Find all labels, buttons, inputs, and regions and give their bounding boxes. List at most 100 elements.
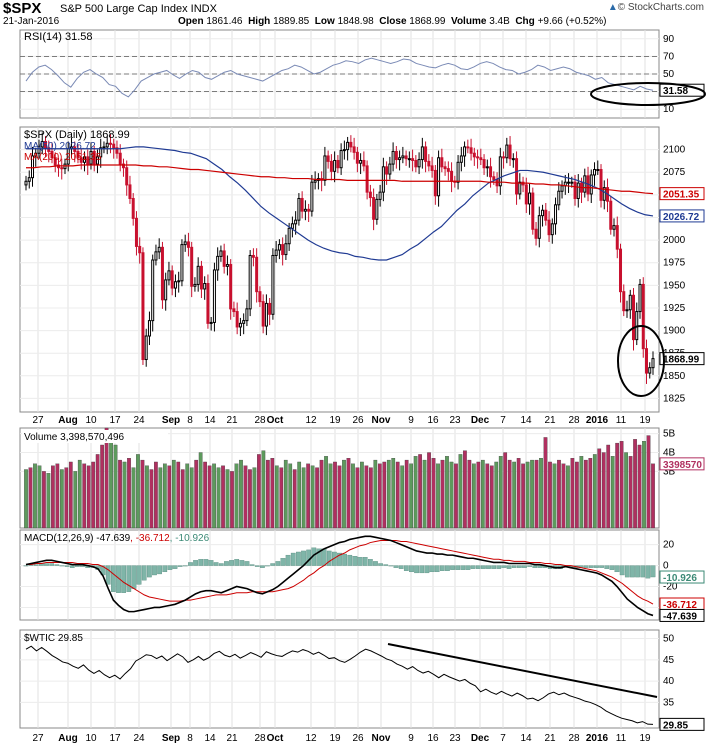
candle-body — [417, 159, 421, 168]
ma200-last-label: 2051.35 — [663, 190, 700, 201]
macd-histogram-bar — [398, 565, 404, 569]
volume-bar — [248, 469, 252, 529]
x-tick-label-bottom: 7 — [500, 733, 506, 744]
macd-histogram-bar — [162, 565, 168, 573]
macd-signal-line — [26, 539, 654, 605]
volume-bar — [592, 454, 597, 529]
volume-bar — [127, 458, 131, 529]
candle-body — [544, 209, 548, 221]
candle-body — [216, 255, 220, 271]
candle-body — [329, 160, 333, 172]
macd-histogram-bar — [609, 565, 615, 570]
macd-histogram-bar — [198, 559, 204, 566]
macd-histogram-bar — [378, 563, 383, 566]
candle-body — [378, 191, 382, 200]
candle-body — [34, 152, 38, 157]
candle-body — [648, 367, 652, 374]
wtic-y-tick-label: 35 — [663, 697, 675, 708]
candle-body — [336, 159, 340, 169]
volume-bar — [77, 459, 82, 529]
volume-bar — [279, 467, 284, 529]
volume-bar — [154, 461, 158, 529]
x-tick-label-top: 27 — [32, 415, 44, 426]
candle-body — [638, 283, 642, 313]
candle-body — [151, 259, 155, 322]
macd-histogram-bar — [367, 559, 373, 566]
candle-body — [255, 256, 259, 293]
candle-body — [157, 246, 161, 253]
macd-histogram-bar — [342, 553, 347, 566]
candle-body — [108, 142, 112, 145]
candle-body — [238, 322, 242, 328]
macd-y-tick-label: 0 — [663, 561, 669, 572]
macd-histogram-bar — [285, 554, 291, 566]
volume-bar — [516, 458, 521, 529]
candle-body — [170, 270, 174, 289]
index-name-label: S&P 500 Large Cap Index INDX — [60, 3, 217, 15]
x-tick-label-bottom: Oct — [267, 733, 284, 744]
candle-body — [50, 150, 54, 159]
volume-bar — [234, 463, 239, 529]
candle-body — [576, 182, 580, 199]
candle-body — [599, 169, 603, 201]
macd-signal-last-label: -36.712 — [663, 600, 697, 611]
rsi-y-tick-label: 10 — [663, 104, 675, 115]
candle-body — [115, 147, 119, 154]
candle-body — [573, 181, 577, 199]
macd-histogram-bar — [244, 561, 250, 566]
volume-bar — [243, 465, 248, 529]
macd-histogram-bar — [429, 565, 435, 573]
candle-body — [511, 158, 515, 161]
macd-histogram-bar — [388, 565, 394, 567]
x-tick-label-bottom: 9 — [408, 733, 414, 744]
macd-histogram-bar — [455, 565, 461, 570]
candle-body — [528, 192, 532, 205]
macd-histogram-bar — [172, 565, 178, 569]
candle-body — [164, 279, 168, 301]
volume-bar — [570, 458, 575, 529]
macd-histogram-bar — [218, 563, 224, 566]
macd-histogram-bar — [265, 565, 270, 567]
x-tick-label-bottom: Dec — [471, 733, 490, 744]
stockcharts-brand: ▲© StockCharts.com — [608, 2, 704, 13]
macd-histogram-bar — [434, 565, 440, 573]
candle-body — [281, 244, 285, 256]
price-y-tick-label: 1925 — [663, 303, 686, 314]
volume-bar — [221, 465, 225, 529]
volume-bar — [337, 465, 342, 529]
candle-body — [138, 245, 142, 254]
candle-body — [196, 265, 200, 285]
candle-body — [349, 141, 353, 148]
macd-histogram-bar — [105, 565, 111, 585]
candle-body — [632, 294, 636, 341]
x-tick-label-bottom: 16 — [427, 733, 439, 744]
macd-histogram-bar — [506, 565, 512, 569]
macd-histogram-bar — [357, 557, 363, 566]
macd-histogram-bar — [290, 552, 296, 566]
x-tick-label-top: 14 — [520, 415, 532, 426]
volume-bar — [610, 456, 615, 529]
volume-bar — [149, 469, 154, 529]
volume-bar — [288, 463, 293, 529]
macd-histogram-bar — [116, 565, 121, 593]
candle-body — [537, 215, 541, 239]
rsi-y-tick-label: 50 — [663, 69, 675, 80]
x-tick-label-top: 17 — [109, 415, 121, 426]
price-y-tick-label: 2100 — [663, 145, 686, 156]
volume-label: Volume — [451, 16, 487, 27]
x-tick-label-bottom: 28 — [254, 733, 266, 744]
volume-bar — [91, 461, 96, 529]
candle-body — [596, 169, 600, 172]
volume-bar — [597, 448, 602, 529]
candle-body — [355, 151, 359, 164]
candle-body — [651, 358, 655, 369]
candle-body — [300, 197, 304, 212]
macd-histogram-bar — [424, 565, 430, 574]
macd-histogram-bar — [491, 565, 497, 569]
macd-histogram-bar — [321, 548, 327, 566]
volume-bar — [534, 459, 539, 529]
candle-body — [342, 149, 346, 152]
macd-title-signal: , -36.712 — [130, 533, 170, 544]
wtic-last-label: 29.85 — [663, 720, 688, 731]
macd-histogram-bar — [624, 565, 630, 578]
